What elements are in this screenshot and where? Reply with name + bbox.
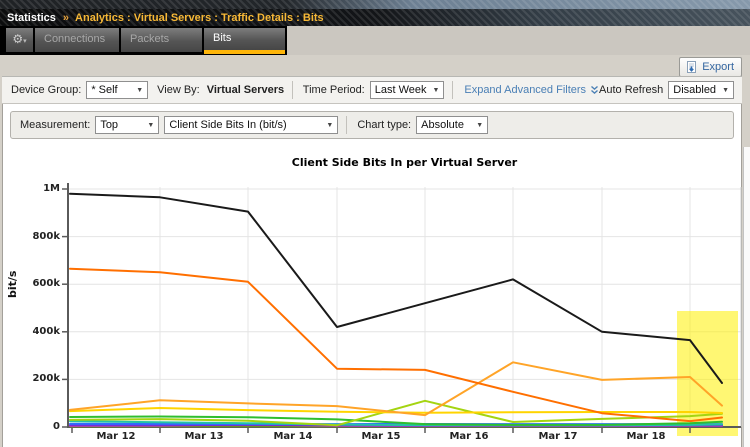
gear-icon: ⚙ <box>12 32 24 46</box>
tab-strip-background: ⚙▾ Connections Packets Bits <box>0 26 287 55</box>
y-tick-label: 400k <box>32 325 60 337</box>
breadcrumb-separator-icon: » <box>62 11 70 24</box>
measurement-top-value: Top <box>100 119 119 131</box>
selection-highlight[interactable] <box>677 311 738 436</box>
select-arrow-icon: ▼ <box>136 86 144 94</box>
banner-texture <box>0 9 750 26</box>
export-button-label: Export <box>702 61 734 73</box>
view-by-label: View By: <box>157 84 200 96</box>
select-arrow-icon: ▼ <box>476 121 484 129</box>
y-tick-label: 1M <box>43 183 60 194</box>
measurement-label: Measurement: <box>20 119 91 131</box>
y-tick-label: 800k <box>32 230 60 242</box>
export-icon <box>687 60 697 73</box>
x-tick-label: Mar 17 <box>538 431 578 442</box>
divider <box>451 81 453 99</box>
breadcrumb[interactable]: Analytics : Virtual Servers : Traffic De… <box>75 11 324 24</box>
divider <box>292 81 293 99</box>
select-arrow-icon: ▼ <box>326 121 334 129</box>
measurement-top-select[interactable]: Top ▼ <box>95 116 160 134</box>
select-arrow-icon: ▼ <box>432 86 440 94</box>
series-gold <box>69 407 723 414</box>
series-green <box>69 415 723 426</box>
x-tick-label: Mar 15 <box>361 431 401 442</box>
y-tick-label: 200k <box>32 373 60 385</box>
x-tick-label: Mar 12 <box>96 431 136 442</box>
series-amber <box>69 361 723 417</box>
chart-type-value: Absolute <box>421 119 464 131</box>
vertical-scrollbar[interactable] <box>743 147 750 447</box>
chart-type-label: Chart type: <box>357 119 412 131</box>
x-tick-label: Mar 13 <box>184 431 224 442</box>
x-tick-label: Mar 16 <box>449 431 489 442</box>
device-group-value: * Self <box>91 84 118 96</box>
gear-menu-button[interactable]: ⚙▾ <box>6 28 33 52</box>
view-by-value: Virtual Servers <box>206 84 285 96</box>
y-tick-label: 0 <box>53 421 60 432</box>
measurement-bar: Measurement: Top ▼ Client Side Bits In (… <box>10 111 734 139</box>
y-tick-label: 600k <box>32 278 60 290</box>
divider <box>346 116 348 134</box>
series-chartreuse <box>69 399 723 427</box>
metric-select[interactable]: Client Side Bits In (bit/s) ▼ <box>164 116 339 134</box>
time-period-select[interactable]: Last Week ▼ <box>369 81 444 99</box>
expand-chevrons-icon <box>591 85 599 95</box>
auto-refresh-label: Auto Refresh <box>599 84 664 96</box>
tab-connections[interactable]: Connections <box>35 28 119 52</box>
auto-refresh-value: Disabled <box>673 84 717 96</box>
series-black <box>69 192 723 384</box>
x-tick-label: Mar 14 <box>273 431 313 442</box>
filter-bar: Device Group: * Self ▼ View By: Virtual … <box>2 76 742 104</box>
series-orange <box>69 267 723 423</box>
tab-strip: ⚙▾ Connections Packets Bits <box>0 26 750 55</box>
export-button[interactable]: Export <box>679 57 742 77</box>
advanced-filters-link[interactable]: Expand Advanced Filters <box>464 84 599 96</box>
select-arrow-icon: ▼ <box>722 86 729 94</box>
breadcrumb-bar: Statistics » Analytics : Virtual Servers… <box>0 9 750 26</box>
time-period-value: Last Week <box>374 84 427 96</box>
breadcrumb-section[interactable]: Statistics <box>7 11 56 24</box>
chart-plot[interactable] <box>60 183 750 445</box>
top-banner <box>0 0 750 9</box>
device-group-select[interactable]: * Self ▼ <box>86 81 149 99</box>
advanced-filters-label: Expand Advanced Filters <box>464 84 587 96</box>
time-period-label: Time Period: <box>302 84 365 96</box>
tab-bits[interactable]: Bits <box>204 28 285 54</box>
select-arrow-icon: ▼ <box>147 121 155 129</box>
chevron-down-icon: ▾ <box>23 38 27 45</box>
x-tick-label: Mar 18 <box>626 431 666 442</box>
metric-value: Client Side Bits In (bit/s) <box>169 119 287 131</box>
tab-packets[interactable]: Packets <box>121 28 202 52</box>
chart-title: Client Side Bits In per Virtual Server <box>291 156 518 169</box>
auto-refresh-select[interactable]: Disabled ▼ <box>668 81 734 99</box>
chart-type-select[interactable]: Absolute ▼ <box>416 116 489 134</box>
device-group-label: Device Group: <box>11 84 82 96</box>
